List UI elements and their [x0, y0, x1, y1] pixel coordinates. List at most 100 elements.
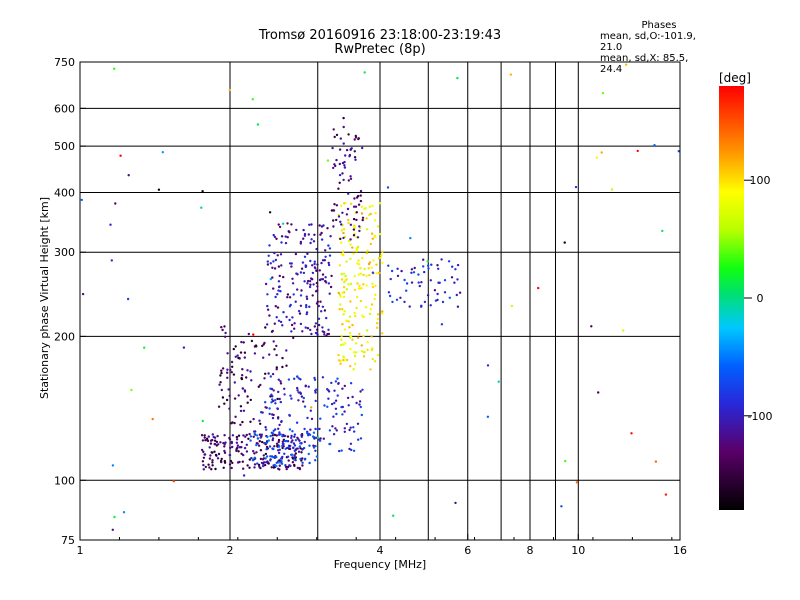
- scatter-point: [203, 434, 206, 437]
- scatter-point: [272, 340, 275, 343]
- scatter-point: [310, 406, 313, 409]
- scatter-point: [436, 298, 439, 302]
- scatter-point: [287, 459, 290, 462]
- scatter-point: [356, 295, 359, 299]
- scatter-point: [223, 451, 227, 454]
- scatter-point: [290, 397, 293, 400]
- scatter-point: [272, 447, 275, 451]
- scatter-point: [357, 263, 361, 266]
- scatter-point: [256, 462, 259, 465]
- scatter-point: [288, 296, 292, 299]
- scatter-point: [292, 446, 295, 450]
- scatter-point: [266, 293, 269, 296]
- scatter-point: [239, 409, 243, 413]
- scatter-point: [334, 380, 338, 383]
- scatter-point: [130, 388, 133, 392]
- scatter-point: [371, 357, 374, 361]
- scatter-point: [349, 347, 352, 351]
- scatter-point: [299, 392, 302, 395]
- scatter-point: [360, 344, 363, 347]
- scatter-point: [225, 398, 229, 402]
- scatter-point: [296, 466, 299, 470]
- scatter-point: [301, 464, 304, 467]
- scatter-point: [276, 407, 279, 411]
- scatter-point: [201, 439, 205, 442]
- scatter-point: [277, 461, 281, 464]
- scatter-point: [264, 401, 267, 404]
- scatter-point: [311, 435, 315, 438]
- scatter-point: [341, 250, 345, 253]
- scatter-point: [342, 313, 345, 316]
- scatter-point: [245, 443, 248, 446]
- scatter-point: [306, 327, 310, 330]
- scatter-point: [352, 234, 356, 237]
- scatter-point: [257, 444, 261, 447]
- scatter-point: [252, 333, 255, 336]
- scatter-point: [359, 272, 363, 275]
- scatter-point: [263, 442, 267, 445]
- scatter-point: [275, 368, 278, 371]
- scatter-point: [344, 279, 347, 282]
- scatter-point: [224, 331, 227, 335]
- scatter-point: [299, 271, 303, 274]
- scatter-point: [339, 303, 342, 306]
- scatter-point: [222, 466, 225, 469]
- scatter-point: [276, 293, 279, 296]
- scatter-point: [277, 390, 280, 394]
- scatter-point: [347, 133, 350, 136]
- scatter-point: [202, 463, 205, 467]
- scatter-point: [302, 400, 305, 403]
- scatter-point: [273, 348, 276, 351]
- scatter-point: [228, 463, 232, 466]
- scatter-point: [347, 192, 350, 195]
- scatter-point: [359, 299, 363, 303]
- scatter-point: [321, 273, 325, 276]
- scatter-point: [306, 416, 309, 420]
- scatter-point: [310, 238, 313, 241]
- scatter-point: [309, 259, 312, 263]
- scatter-point: [240, 440, 244, 444]
- scatter-point: [279, 290, 282, 293]
- scatter-point: [271, 266, 274, 269]
- scatter-point: [422, 265, 425, 268]
- scatter-point: [317, 304, 320, 308]
- scatter-point: [335, 133, 339, 137]
- scatter-point: [269, 434, 272, 438]
- scatter-point: [340, 343, 343, 347]
- scatter-point: [299, 242, 302, 245]
- scatter-point: [317, 323, 321, 327]
- scatter-point: [354, 136, 358, 139]
- scatter-point: [356, 336, 360, 339]
- scatter-point: [182, 346, 186, 349]
- scatter-point: [359, 199, 363, 203]
- scatter-point: [301, 261, 305, 264]
- scatter-point: [373, 360, 377, 363]
- scatter-point: [601, 91, 605, 95]
- scatter-point: [349, 335, 353, 338]
- scatter-point: [453, 281, 456, 284]
- scatter-point: [243, 356, 246, 359]
- scatter-point: [208, 466, 211, 469]
- scatter-point: [332, 433, 336, 436]
- scatter-point: [300, 267, 304, 270]
- scatter-point: [279, 400, 282, 404]
- scatter-point: [283, 393, 286, 396]
- scatter-point: [355, 250, 358, 253]
- scatter-point: [311, 294, 314, 297]
- scatter-point: [378, 232, 382, 236]
- scatter-point: [261, 464, 265, 468]
- scatter-point: [233, 381, 236, 384]
- scatter-point: [293, 433, 297, 436]
- scatter-point: [332, 166, 335, 170]
- scatter-point: [299, 304, 303, 307]
- scatter-point: [318, 224, 321, 227]
- scatter-point: [313, 325, 316, 328]
- scatter-point: [252, 435, 255, 438]
- scatter-point: [273, 445, 276, 448]
- scatter-point: [380, 254, 383, 257]
- scatter-point: [352, 217, 356, 221]
- scatter-point: [262, 356, 265, 359]
- y-tick-label: 200: [54, 330, 75, 343]
- scatter-point: [258, 440, 261, 443]
- scatter-point: [303, 405, 307, 408]
